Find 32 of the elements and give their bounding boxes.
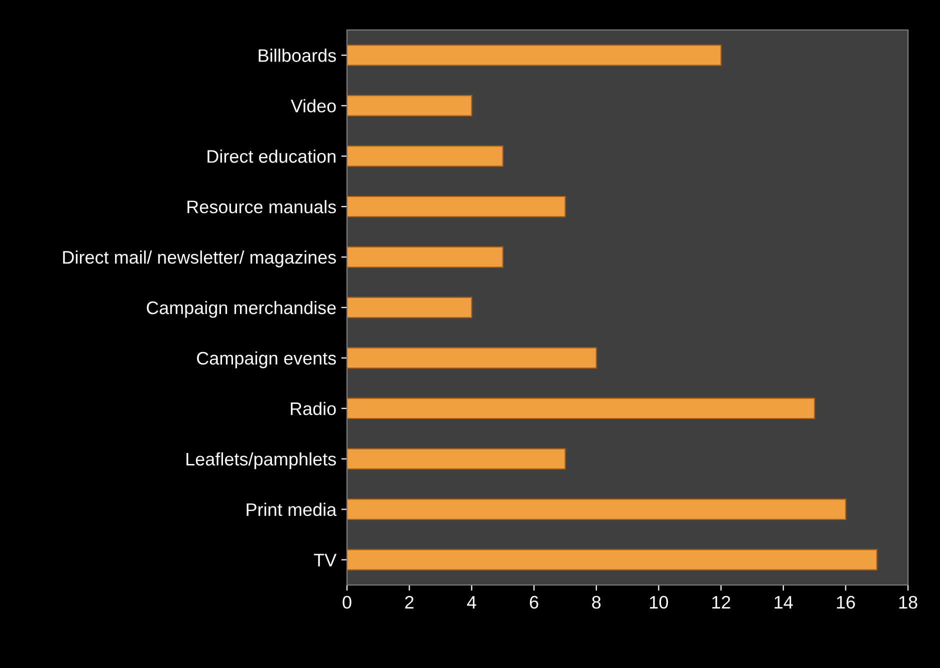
y-tick-label: Resource manuals [188,200,336,214]
y-tick-label: Radio [290,402,336,416]
bar [347,398,816,420]
x-tick-label: 10 [650,596,668,609]
x-tick-label: 4 [467,596,476,608]
bar [347,347,597,369]
x-tick-label: 6 [530,596,538,609]
bar [347,95,472,116]
x-tick-label: 18 [899,596,918,609]
y-tick-label: Print media [246,502,337,516]
x-tick-label: 12 [712,596,730,608]
y-tick-label: Leaflets/pamphlets [186,452,336,470]
x-tick-label: 0 [342,596,352,609]
y-tick-label: Campaign events [196,351,336,368]
x-tick-label: 16 [837,596,855,609]
bar [347,145,504,167]
x-tick-label: 14 [774,596,793,608]
bar [347,448,566,470]
y-tick-label: Direct education [208,150,336,163]
y-tick-label: Video [290,99,336,112]
y-tick-label: Campaign merchandise [146,300,336,318]
bar [347,296,472,318]
x-tick-label: 8 [592,596,601,609]
bar [347,246,504,268]
y-tick-label: Billboards [258,48,336,62]
bar [347,44,722,66]
y-tick-label: Direct mail/ newsletter/ magazines [63,250,336,268]
y-tick-label: TV [314,554,337,566]
bar [347,549,878,570]
bar [347,196,566,218]
x-tick-label: 2 [405,596,414,608]
bar [347,498,846,520]
